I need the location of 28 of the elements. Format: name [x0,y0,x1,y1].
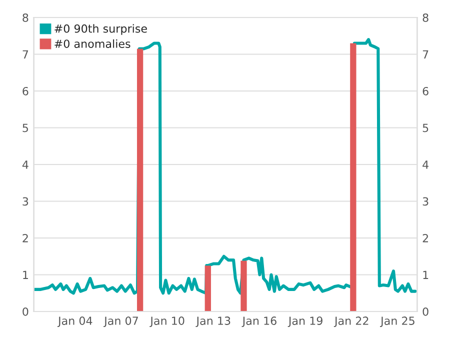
y2-tick-label: 0 [422,307,428,316]
y2-tick-label: 2 [422,234,428,242]
x-tick-label: Jan 16 [242,316,276,328]
y2-tick-label: 4 [422,160,428,169]
y2-tick-label: 6 [422,86,428,96]
y-tick-label: 7 [22,50,28,58]
y2-tick-label: 7 [422,50,428,58]
x-tick-label: Jan 19 [288,316,322,328]
y2-tick-label: 5 [422,124,428,132]
y2-tick-label: 8 [422,13,428,22]
y-tick-label: 1 [23,270,28,279]
x-tick-label: Jan 13 [196,316,230,328]
x-tick-label: Jan 07 [104,316,138,328]
y2-tick-label: 1 [423,270,428,279]
x-tick-label: Jan 04 [57,316,92,328]
y-tick-label: 0 [22,307,28,316]
y-tick-label: 5 [22,124,28,132]
y2-tick-label: 3 [422,197,428,206]
x-tick-label: Jan 22 [334,316,368,328]
y-tick-label: 6 [22,86,28,96]
y-tick-label: 8 [22,13,28,22]
x-tick-label: Jan 25 [380,316,414,328]
y-tick-label: 2 [22,234,28,242]
y-tick-label: 3 [22,197,28,206]
legend-label: #0 anomalies [54,39,130,48]
y-tick-label: 4 [22,160,28,169]
x-tick-label: Jan 10 [150,316,184,328]
legend-label: #0 90th surprise [54,24,147,35]
